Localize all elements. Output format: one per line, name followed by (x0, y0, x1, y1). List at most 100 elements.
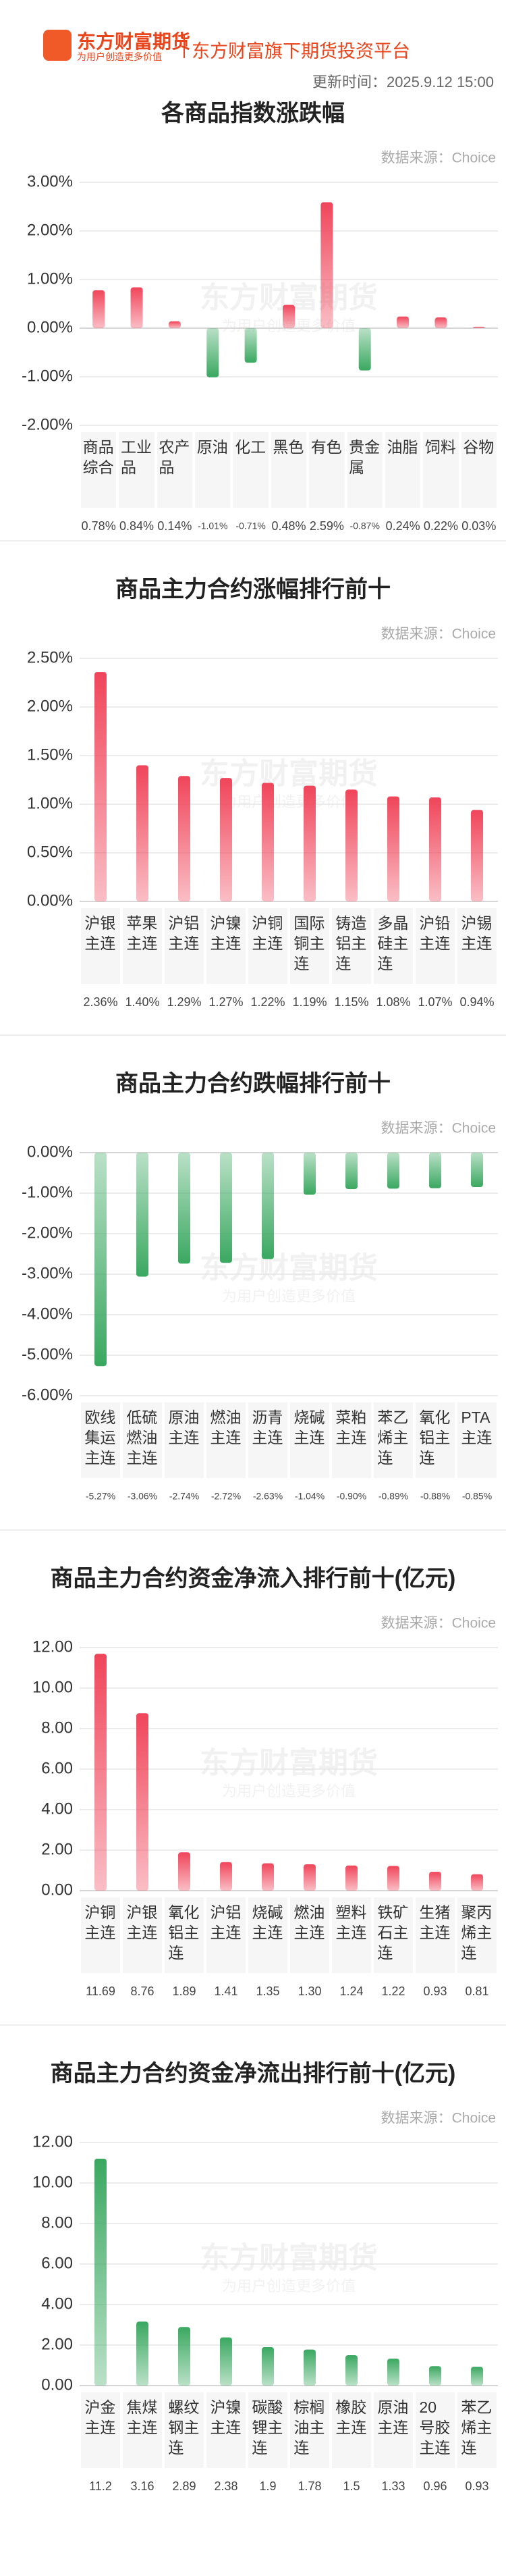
x-tick-label: 农产品 (159, 438, 190, 476)
x-tick-label: 铸造铝主连 (335, 914, 367, 972)
x-tick-label: 燃油主连 (293, 1903, 325, 1941)
category-cell: 燃油主连 (206, 1402, 246, 1478)
value-label: 3.16 (130, 2479, 154, 2493)
x-tick-label: 沪银主连 (126, 1903, 158, 1941)
value-label: 1.30 (298, 1984, 321, 1998)
value-label: 1.78 (298, 2479, 321, 2493)
category-cell: 原油主连 (374, 2392, 413, 2468)
category-cell: 多晶硅主连 (374, 908, 413, 984)
bar (434, 317, 447, 328)
value-label: 0.78% (82, 519, 116, 533)
bar (387, 796, 399, 901)
x-tick-label: 碳酸锂主连 (252, 2398, 283, 2456)
bar (244, 328, 257, 363)
watermark: 东方财富期货 (200, 1747, 378, 1780)
y-tick-label: -4.00% (22, 1305, 73, 1323)
y-tick-label: 12.00 (32, 1637, 73, 1656)
value-label: -3.06% (128, 1491, 157, 1502)
category-cell: 沥青主连 (248, 1402, 287, 1478)
value-label: 11.69 (86, 1984, 115, 1998)
bar (304, 2349, 316, 2386)
chart-title: 商品主力合约资金净流出排行前十(亿元) (51, 2060, 456, 2086)
category-cell: 铸造铝主连 (332, 908, 371, 984)
bar (471, 1153, 483, 1187)
x-tick-label: 欧线集运主连 (84, 1409, 116, 1467)
category-cell: 农产品 (157, 432, 193, 508)
x-tick-label: 化工 (235, 438, 266, 456)
bar (472, 326, 485, 328)
category-cell: 欧线集运主连 (81, 1402, 120, 1478)
category-cell: 饲料 (423, 432, 459, 508)
x-tick-label: 沪锡主连 (461, 914, 493, 952)
source: 数据来源：Choice (381, 627, 496, 642)
x-tick-label: 聚丙烯主连 (461, 1903, 493, 1962)
y-tick-label: 0.00% (27, 1142, 73, 1161)
value-label: -5.27% (86, 1491, 115, 1502)
source: 数据来源：Choice (381, 1121, 496, 1136)
y-tick-label: 4.00 (41, 2294, 73, 2313)
chart: 商品主力合约跌幅排行前十数据来源：Choice东方财富期货为用户创造更多价值0.… (22, 1071, 498, 1502)
chart: 商品主力合约资金净流入排行前十(亿元) 数据来源：Choice 东方财富期货为用户创… (32, 1565, 498, 1998)
y-tick-label: 4.00 (41, 1799, 73, 1818)
x-tick-label: 沪金主连 (84, 2398, 116, 2436)
y-tick-label: 6.00 (41, 2254, 73, 2272)
brand: 东方财富期货 (77, 31, 191, 52)
bar (429, 1153, 441, 1188)
bar (262, 1153, 274, 1259)
watermark: 东方财富期货 (200, 2242, 378, 2275)
value-label: -2.72% (211, 1491, 241, 1502)
x-tick-label: 沪铅主连 (419, 914, 451, 952)
value-label: -1.04% (295, 1491, 325, 1502)
watermark-slogan: 为用户创造更多价值 (222, 1783, 356, 1799)
category-cell: 沪铜主连 (81, 1897, 120, 1973)
category-cell: 沪锡主连 (457, 908, 497, 984)
value-label: 1.5 (343, 2479, 360, 2493)
y-tick-label: 0.50% (27, 843, 73, 861)
value-label: 1.15% (334, 995, 368, 1009)
bar (136, 1713, 148, 1891)
value-label: 1.35 (256, 1984, 279, 1998)
separator (0, 1529, 506, 1531)
bar (345, 2355, 358, 2386)
category-cell: 沪镍主连 (206, 908, 246, 984)
value-label: 0.84% (119, 519, 154, 533)
y-tick-label: -2.00% (22, 415, 73, 433)
y-tick-label: 1.50% (27, 745, 73, 764)
bar (178, 1153, 190, 1264)
bar (220, 1153, 232, 1263)
category-cell: 焦煤主连 (123, 2392, 162, 2468)
x-tick-label: 谷物 (463, 438, 495, 456)
y-tick-label: 0.00% (27, 318, 73, 336)
value-label: 2.36% (83, 995, 117, 1009)
value-label: -1.01% (198, 521, 227, 531)
value-label: 2.59% (310, 519, 344, 533)
value-label: 1.08% (376, 995, 410, 1009)
y-tick-label: -1.00% (22, 1183, 73, 1201)
chart-section: 商品主力合约资金净流出排行前十(亿元) 数据来源：Choice 东方财富期货 为用户创… (0, 2051, 506, 2511)
category-cell: 棕榈油主连 (290, 2392, 329, 2468)
watermark-slogan: 为用户创造更多价值 (222, 2278, 356, 2294)
chart-section: 商品主力合约涨幅排行前十 数据来源：Choice 东方财富期货 为用户创造更多价值 2.… (0, 567, 506, 1026)
x-tick-label: 黑色 (273, 438, 304, 456)
bar (471, 1874, 483, 1891)
x-tick-label: 沥青主连 (252, 1409, 283, 1446)
header: 东方财富期货 为用户创造更多价值 东方财富旗下期货投资平台 (0, 0, 506, 68)
category-cell: 燃油主连 (290, 1897, 329, 1973)
y-tick-label: 0.00 (41, 2375, 73, 2394)
category-cell: 氧化铝主连 (416, 1402, 455, 1478)
value-label: 0.14% (157, 519, 192, 533)
x-tick-label: 铁矿石主连 (377, 1903, 409, 1962)
category-cell: 沪铝主连 (165, 908, 204, 984)
category-cell: 氧化铝主连 (165, 1897, 204, 1973)
bar (220, 1862, 232, 1891)
y-tick-label: 2.00% (27, 221, 73, 239)
y-tick-label: -5.00% (22, 1345, 73, 1363)
category-cell: 苯乙烯主连 (374, 1402, 413, 1478)
category-cell: 沪银主连 (123, 1897, 162, 1973)
category-cell: 生猪主连 (416, 1897, 455, 1973)
chart-section: 商品主力合约资金净流入排行前十(亿元) 数据来源：Choice 东方财富期货 为用户创… (0, 1556, 506, 2016)
value-label: 1.24 (339, 1984, 363, 1998)
bar (397, 316, 410, 328)
category-cell: 原油主连 (165, 1402, 204, 1478)
x-tick-label: 国际铜主连 (293, 914, 325, 972)
